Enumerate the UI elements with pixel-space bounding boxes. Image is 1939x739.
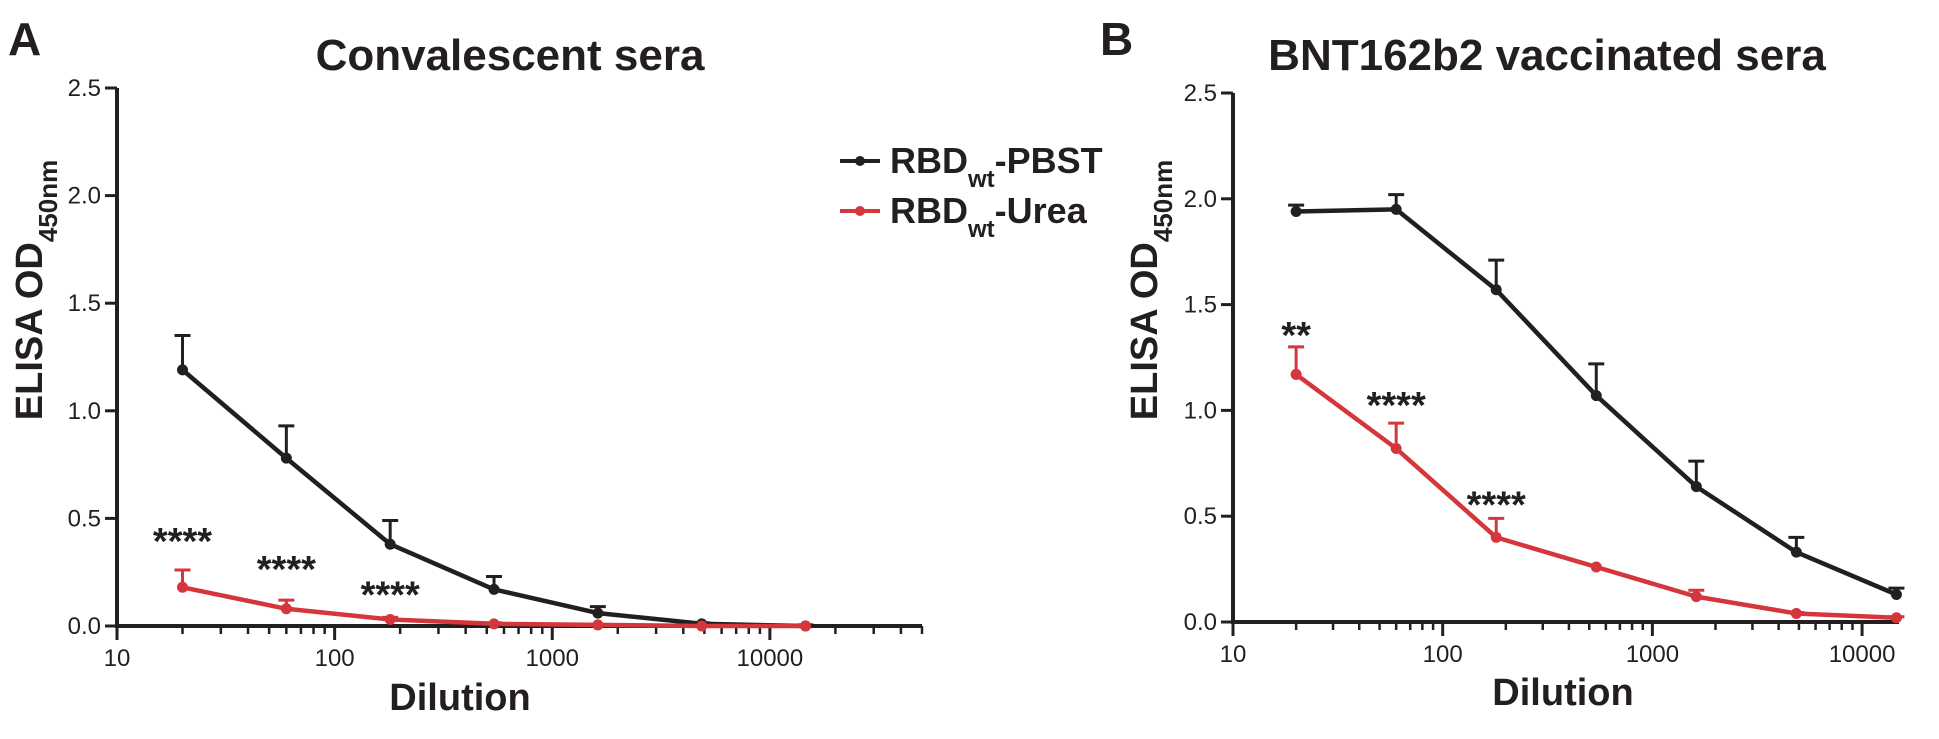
legend-label-urea-base: RBD <box>890 190 968 231</box>
panel-b-x-axis-label: Dilution <box>1492 672 1633 714</box>
legend-marker-urea <box>855 206 865 216</box>
panel-a-x-tick-label: 10000 <box>737 645 804 672</box>
panel-a-letter: A <box>8 13 41 65</box>
panel-a-pbst-point <box>177 364 189 376</box>
panel-a-urea-point <box>488 618 500 630</box>
panel-a-y-tick-label: 0.5 <box>68 505 101 532</box>
panel-b-pbst-point <box>1690 481 1702 493</box>
panel-a-y-tick-label: 1.0 <box>68 398 101 425</box>
panel-b-pbst-point <box>1790 546 1802 558</box>
panel-a-urea-point <box>592 619 604 631</box>
panel-b-x-tick-label: 10000 <box>1829 641 1896 668</box>
panel-a-urea-point <box>280 603 292 615</box>
panel-a-y-axis-label-base: ELISA OD <box>9 242 51 420</box>
panel-a-pbst-point <box>384 538 396 550</box>
panel-b-y-axis-label-sub: 450nm <box>1148 160 1178 242</box>
panel-b-plot-area: 0.00.51.01.52.02.510 100 1000 10000********… <box>1184 80 1905 668</box>
panel-b-urea-point <box>1790 608 1802 620</box>
panel-b-y-tick-label: 0.5 <box>1184 503 1217 530</box>
legend-label-pbst-sub: wt <box>967 166 995 193</box>
legend: RBDwt-PBST RBDwt-Urea <box>840 140 1103 243</box>
panel-a-x-tick-label: 100 <box>315 645 355 672</box>
panel-a-pbst-point <box>488 583 500 595</box>
panel-a-x-axis-label: Dilution <box>389 677 530 719</box>
panel-a-pbst-point <box>280 452 292 464</box>
legend-marker-pbst <box>855 156 865 166</box>
legend-item-pbst: RBDwt-PBST <box>840 140 1103 193</box>
panel-b-pbst-point <box>1490 284 1502 296</box>
panel-b-urea-point <box>1890 612 1902 624</box>
legend-label-urea-suffix: -Urea <box>995 190 1088 231</box>
panel-b-pbst-point <box>1390 203 1402 215</box>
panel-b-pbst-point <box>1590 390 1602 402</box>
panel-a-significance-label: **** <box>257 549 316 591</box>
panel-a-urea-point <box>384 614 396 626</box>
panel-b-pbst-point <box>1890 588 1902 600</box>
panel-a-x-tick-label: 1000 <box>526 645 579 672</box>
panel-a-significance-label: **** <box>361 575 420 617</box>
panel-a-significance-label: **** <box>153 521 212 563</box>
panel-b-pbst-point <box>1290 205 1302 217</box>
legend-label-urea-sub: wt <box>967 216 995 243</box>
panel-b-urea-point <box>1290 368 1302 380</box>
panel-b-x-tick-label: 100 <box>1423 641 1463 668</box>
panel-a-plot-area: 0.0 0.5 1.0 1.5 2.0 2.5 10 100 1000 10000 **** ****… <box>68 75 924 672</box>
panel-a-urea-point <box>177 581 189 593</box>
panel-a-title: Convalescent sera <box>316 31 705 80</box>
panel-b-letter: B <box>1100 13 1133 65</box>
panel-b-y-axis-label-base: ELISA OD <box>1124 242 1166 420</box>
panel-b-title: BNT162b2 vaccinated sera <box>1268 31 1826 80</box>
panel-b-significance-label: ** <box>1281 315 1311 357</box>
panel-a-y-axis-label-sub: 450nm <box>33 160 63 242</box>
panel-a-y-tick-label: 0.0 <box>68 613 101 640</box>
panel-b-y-tick-label: 1.0 <box>1184 397 1217 424</box>
panel-a-urea-point <box>800 620 812 632</box>
panel-b-significance-label: **** <box>1367 385 1426 427</box>
legend-label-urea: RBDwt-Urea <box>890 190 1088 243</box>
panel-b-y-axis-label: ELISA OD450nm <box>1124 160 1178 420</box>
legend-label-pbst: RBDwt-PBST <box>890 140 1103 193</box>
panel-a-pbst-point <box>592 607 604 619</box>
panel-b-x-tick-label: 10 <box>1220 641 1247 668</box>
legend-label-pbst-suffix: -PBST <box>995 140 1103 181</box>
panel-b-y-tick-label: 2.0 <box>1184 186 1217 213</box>
panel-a-y-axis-label: ELISA OD450nm <box>9 160 63 420</box>
panel-a-y-tick-label: 2.0 <box>68 183 101 210</box>
panel-b-significance-label: **** <box>1467 485 1526 527</box>
panel-a-y-tick-label: 1.5 <box>68 290 101 317</box>
panel-b-y-tick-label: 0.0 <box>1184 609 1217 636</box>
panel-a-y-tick-label: 2.5 <box>68 75 101 102</box>
legend-item-urea: RBDwt-Urea <box>840 190 1088 243</box>
panel-a-urea-point <box>696 620 708 632</box>
panel-b-x-tick-label: 1000 <box>1626 641 1679 668</box>
panel-b-urea-point <box>1690 591 1702 603</box>
panel-b-urea-point <box>1390 442 1402 454</box>
panel-b-y-tick-label: 2.5 <box>1184 80 1217 107</box>
panel-b-urea-point <box>1590 561 1602 573</box>
legend-label-pbst-base: RBD <box>890 140 968 181</box>
panel-b-y-tick-label: 1.5 <box>1184 292 1217 319</box>
panel-b-urea-point <box>1490 531 1502 543</box>
panel-a-x-tick-label: 10 <box>104 645 131 672</box>
